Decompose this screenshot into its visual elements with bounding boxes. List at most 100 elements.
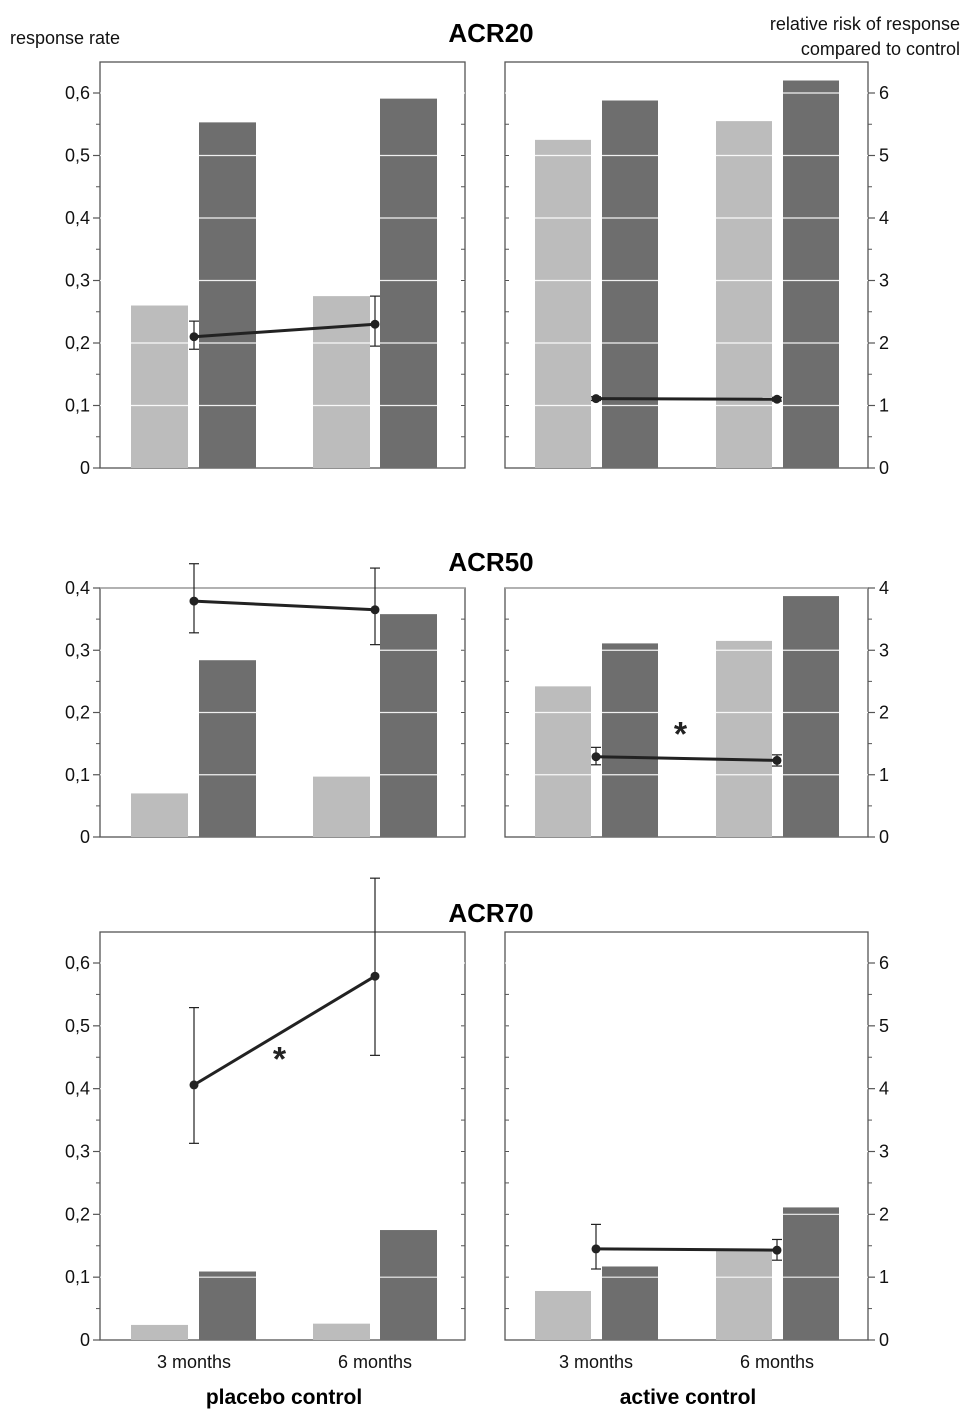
y-tick-label: 0,2 xyxy=(65,703,90,723)
y-tick-label: 0,3 xyxy=(65,271,90,291)
significance-marker: * xyxy=(674,716,688,754)
relative-risk-point-1 xyxy=(189,1080,199,1090)
relative-risk-point-2 xyxy=(772,755,782,765)
relative-risk-point-2 xyxy=(772,394,782,404)
control-bar-2 xyxy=(313,296,370,468)
relative-risk-line xyxy=(595,755,778,762)
panel-acr70-active: 0 1 2 3 4 5 6 3 months 6 months xyxy=(504,931,889,1372)
y2-tick-label: 0 xyxy=(879,827,889,847)
y2-tick-label: 0 xyxy=(879,458,889,478)
x-tick-label-2: 6 months xyxy=(740,1352,814,1372)
y-tick-label: 0,3 xyxy=(65,640,90,660)
treatment-bar-2 xyxy=(783,80,839,468)
treatment-bar-1 xyxy=(199,1271,256,1340)
y2-tick-label: 2 xyxy=(879,333,889,353)
relative-risk-point-1 xyxy=(189,332,199,342)
y-tick-label: 0 xyxy=(80,1330,90,1350)
bars xyxy=(131,614,437,837)
y-tick-label: 0,4 xyxy=(65,208,90,228)
y-tick-label: 0,4 xyxy=(65,1079,90,1099)
relative-risk-point-2 xyxy=(370,319,380,329)
left-axis-label: response rate xyxy=(10,28,120,48)
chart-panels: 00,10,20,30,40,50,6012345600,10,20,30,40… xyxy=(65,61,889,1372)
treatment-bar-2 xyxy=(783,1207,839,1340)
title-acr70: ACR70 xyxy=(448,898,533,928)
y2-tick-label: 3 xyxy=(879,640,889,660)
right-axis-label-line2: compared to control xyxy=(801,39,960,59)
y2-tick-label: 6 xyxy=(879,953,889,973)
y-tick-label: 0 xyxy=(80,827,90,847)
y-tick-label: 0,2 xyxy=(65,333,90,353)
y2-tick-label: 4 xyxy=(879,578,889,598)
x-tick-label-2: 6 months xyxy=(338,1352,412,1372)
x-tick-label-1: 3 months xyxy=(157,1352,231,1372)
y2-tick-label: 2 xyxy=(879,703,889,723)
group-label-placebo: placebo control xyxy=(206,1386,362,1409)
panel-acr50-active: 0 1 2 3 4 * xyxy=(504,578,889,847)
title-acr20: ACR20 xyxy=(448,18,533,48)
relative-risk-line xyxy=(193,974,376,1087)
control-bar-2 xyxy=(716,640,772,837)
y2-tick-label: 5 xyxy=(879,146,889,166)
right-axis-label-line1: relative risk of response xyxy=(770,14,960,34)
treatment-bar-2 xyxy=(380,1230,437,1340)
control-bar-1 xyxy=(131,793,188,837)
control-bar-2 xyxy=(313,776,370,837)
y-tick-label: 0,6 xyxy=(65,83,90,103)
control-bar-1 xyxy=(535,686,591,837)
relative-risk-point-1 xyxy=(189,596,199,606)
y2-tick-label: 1 xyxy=(879,765,889,785)
y2-tick-label: 0 xyxy=(879,1330,889,1350)
treatment-bar-1 xyxy=(602,1266,658,1340)
y2-tick-label: 3 xyxy=(879,1142,889,1162)
y-tick-label: 0,4 xyxy=(65,578,90,598)
panel-acr50-placebo: 0 0,1 0,2 0,3 0,4 xyxy=(65,563,466,847)
y2-tick-label: 4 xyxy=(879,1079,889,1099)
y-tick-label: 0,1 xyxy=(65,765,90,785)
y2-tick-label: 4 xyxy=(879,208,889,228)
control-bar-2 xyxy=(716,1250,772,1340)
y2-tick-label: 6 xyxy=(879,83,889,103)
panel-acr20-placebo: 0 0,1 0,2 0,3 0,4 0,5 0,6 xyxy=(65,61,466,478)
relative-risk-point-1 xyxy=(591,1244,601,1254)
control-bar-1 xyxy=(131,305,188,468)
group-label-active: active control xyxy=(620,1386,757,1409)
y2-tick-label: 5 xyxy=(879,1016,889,1036)
y-tick-label: 0,6 xyxy=(65,953,90,973)
y2-tick-label: 1 xyxy=(879,396,889,416)
relative-risk-line xyxy=(595,397,778,401)
y-tick-label: 0,2 xyxy=(65,1204,90,1224)
panel-acr20-active: 0 1 2 3 4 5 6 xyxy=(504,61,889,478)
treatment-bar-2 xyxy=(380,614,437,837)
y2-tick-label: 1 xyxy=(879,1267,889,1287)
y-tick-label: 0,5 xyxy=(65,146,90,166)
bars xyxy=(131,1230,437,1340)
y2-tick-label: 3 xyxy=(879,271,889,291)
control-bar-2 xyxy=(313,1323,370,1340)
y-tick-label: 0 xyxy=(80,458,90,478)
bars xyxy=(131,98,437,468)
treatment-bar-1 xyxy=(199,122,256,468)
bars xyxy=(535,80,839,468)
treatment-bar-1 xyxy=(602,100,658,468)
control-bar-1 xyxy=(535,139,591,468)
relative-risk-point-2 xyxy=(772,1245,782,1255)
treatment-bar-1 xyxy=(602,643,658,837)
panel-acr70-placebo: 0 0,1 0,2 0,3 0,4 0,5 0,6 * 3 months 6 months xyxy=(65,877,466,1372)
relative-risk-point-2 xyxy=(370,605,380,615)
treatment-bar-2 xyxy=(783,596,839,837)
x-tick-label-1: 3 months xyxy=(559,1352,633,1372)
relative-risk-line xyxy=(193,599,376,612)
bars xyxy=(535,596,839,837)
y-tick-label: 0,3 xyxy=(65,1142,90,1162)
relative-risk-line xyxy=(595,1247,778,1252)
y-tick-label: 0,5 xyxy=(65,1016,90,1036)
y-tick-label: 0,1 xyxy=(65,396,90,416)
relative-risk-point-1 xyxy=(591,752,601,762)
treatment-bar-1 xyxy=(199,660,256,837)
significance-marker: * xyxy=(273,1041,287,1079)
relative-risk-line xyxy=(193,322,376,339)
control-bar-1 xyxy=(131,1324,188,1340)
y-tick-label: 0,1 xyxy=(65,1267,90,1287)
